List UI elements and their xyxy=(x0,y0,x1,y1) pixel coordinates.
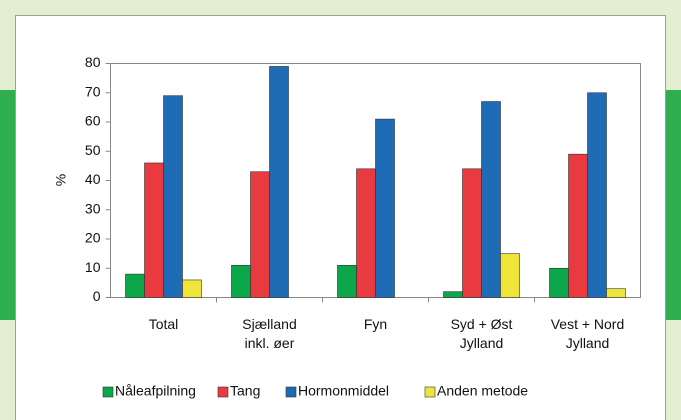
y-tick-label: 70 xyxy=(85,83,101,99)
bar xyxy=(250,171,270,298)
bar xyxy=(481,101,501,298)
bar xyxy=(337,265,357,298)
bar xyxy=(269,66,289,298)
legend-swatch xyxy=(424,386,436,398)
bar xyxy=(549,267,569,298)
legend-swatch xyxy=(102,386,114,398)
bar xyxy=(443,291,463,298)
y-tick-label: 30 xyxy=(85,200,101,216)
bar xyxy=(606,288,626,298)
x-tick-label: Total xyxy=(149,316,179,332)
bar xyxy=(462,168,482,298)
y-tick-label: 20 xyxy=(85,230,101,246)
legend-swatch xyxy=(285,386,297,398)
x-tick-label: Jylland xyxy=(460,335,504,351)
y-tick-label: 80 xyxy=(85,54,101,70)
side-bar xyxy=(0,90,18,320)
bar xyxy=(375,118,395,298)
bar xyxy=(182,279,202,298)
legend-swatch xyxy=(217,386,229,398)
x-tick-label: Jylland xyxy=(566,335,610,351)
x-tick-label: Fyn xyxy=(364,316,387,332)
x-tick-label: Sjælland xyxy=(242,316,296,332)
bar xyxy=(231,265,251,298)
x-tick-label: Syd + Øst xyxy=(451,316,513,332)
y-tick-label: 50 xyxy=(85,142,101,158)
bar xyxy=(125,273,145,298)
bar xyxy=(144,162,164,298)
legend-label: Anden metode xyxy=(437,383,528,399)
y-tick-label: 10 xyxy=(85,259,101,275)
x-tick-label: inkl. øer xyxy=(245,335,295,351)
x-tick-label: Vest + Nord xyxy=(551,316,625,332)
y-axis-label: % xyxy=(53,174,69,186)
y-tick-label: 40 xyxy=(85,171,101,187)
bar xyxy=(163,95,183,298)
panel xyxy=(15,15,666,420)
y-tick-label: 60 xyxy=(85,113,101,129)
side-bar xyxy=(663,90,681,320)
legend-label: Tang xyxy=(230,383,260,399)
legend-label: Nåleafpilning xyxy=(115,383,196,399)
y-tick-label: 0 xyxy=(93,288,101,304)
legend-label: Hormonmiddel xyxy=(298,383,389,399)
bar xyxy=(587,92,607,298)
bar xyxy=(356,168,376,298)
bar xyxy=(568,153,588,298)
bar xyxy=(500,253,520,298)
